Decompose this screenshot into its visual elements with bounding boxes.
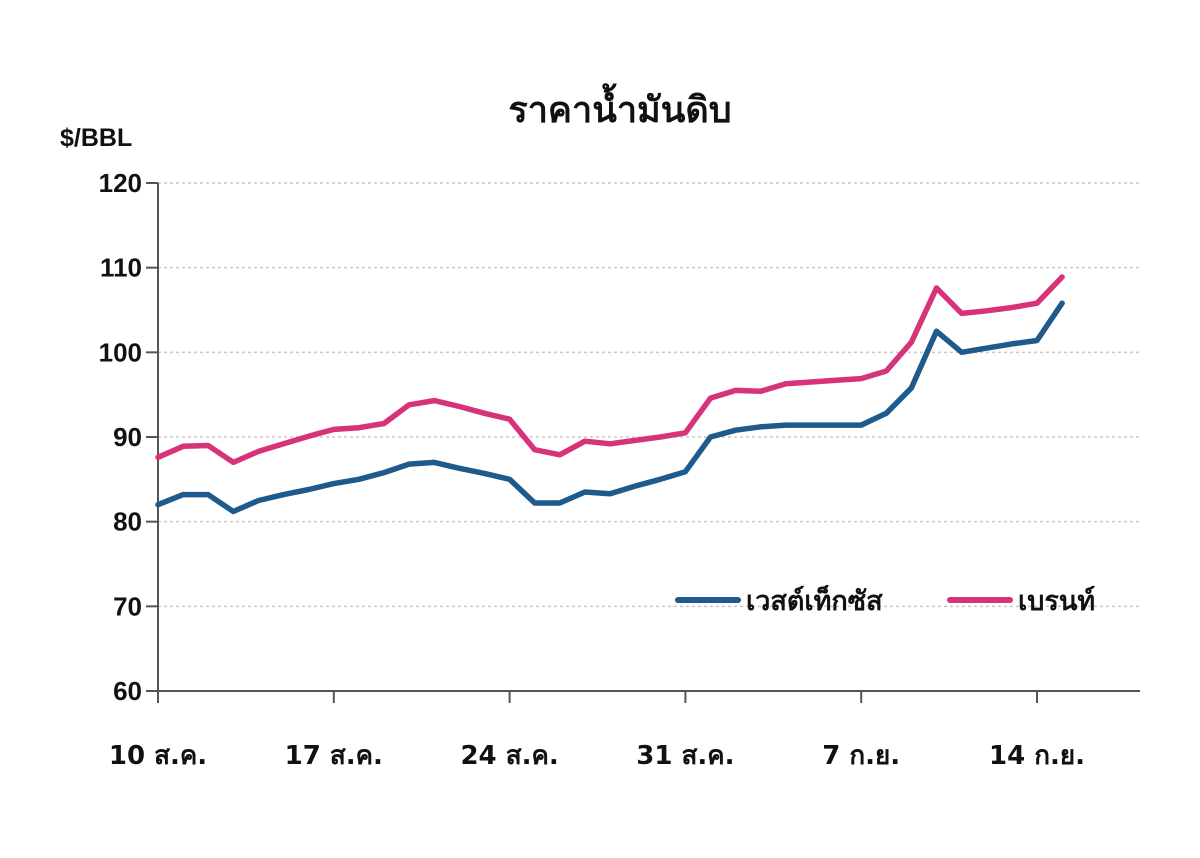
x-tick-label: 31 ส.ค. [636, 741, 734, 771]
x-tick-label: 10 ส.ค. [109, 741, 207, 771]
y-axis-unit-label: $/BBL [60, 124, 132, 152]
y-tick-label: 100 [99, 337, 142, 367]
y-tick-label: 60 [113, 676, 142, 706]
y-tick-label: 120 [99, 168, 142, 198]
legend-label: เบรนท์ [1018, 585, 1095, 617]
y-tick-label: 90 [113, 422, 142, 452]
x-tick-label: 17 ส.ค. [285, 741, 383, 771]
x-axis-ticks: 10 ส.ค. 17 ส.ค. 24 ส.ค. 31 ส.ค. 7 ก.ย. 14 ก.ย… [109, 691, 1085, 771]
x-tick-label: 7 ก.ย. [822, 741, 900, 771]
series-line-wti [155, 300, 1065, 515]
grid-lines [158, 182, 1140, 608]
chart-title: ราคาน้ำมันดิบ [508, 83, 731, 131]
y-tick-label: 80 [113, 507, 142, 537]
x-tick-label: 24 ส.ค. [460, 741, 558, 771]
series-line-brent [155, 274, 1065, 466]
y-tick-label: 70 [113, 591, 142, 621]
legend: เวสต์เท็กซัส เบรนท์ [675, 583, 1095, 617]
series-lines [155, 274, 1065, 515]
y-axis-ticks: 60 70 80 90 100 110 120 [99, 168, 158, 706]
x-tick-label: 14 ก.ย. [989, 741, 1085, 771]
legend-label: เวสต์เท็กซัส [746, 583, 883, 617]
y-tick-label: 110 [100, 253, 142, 283]
